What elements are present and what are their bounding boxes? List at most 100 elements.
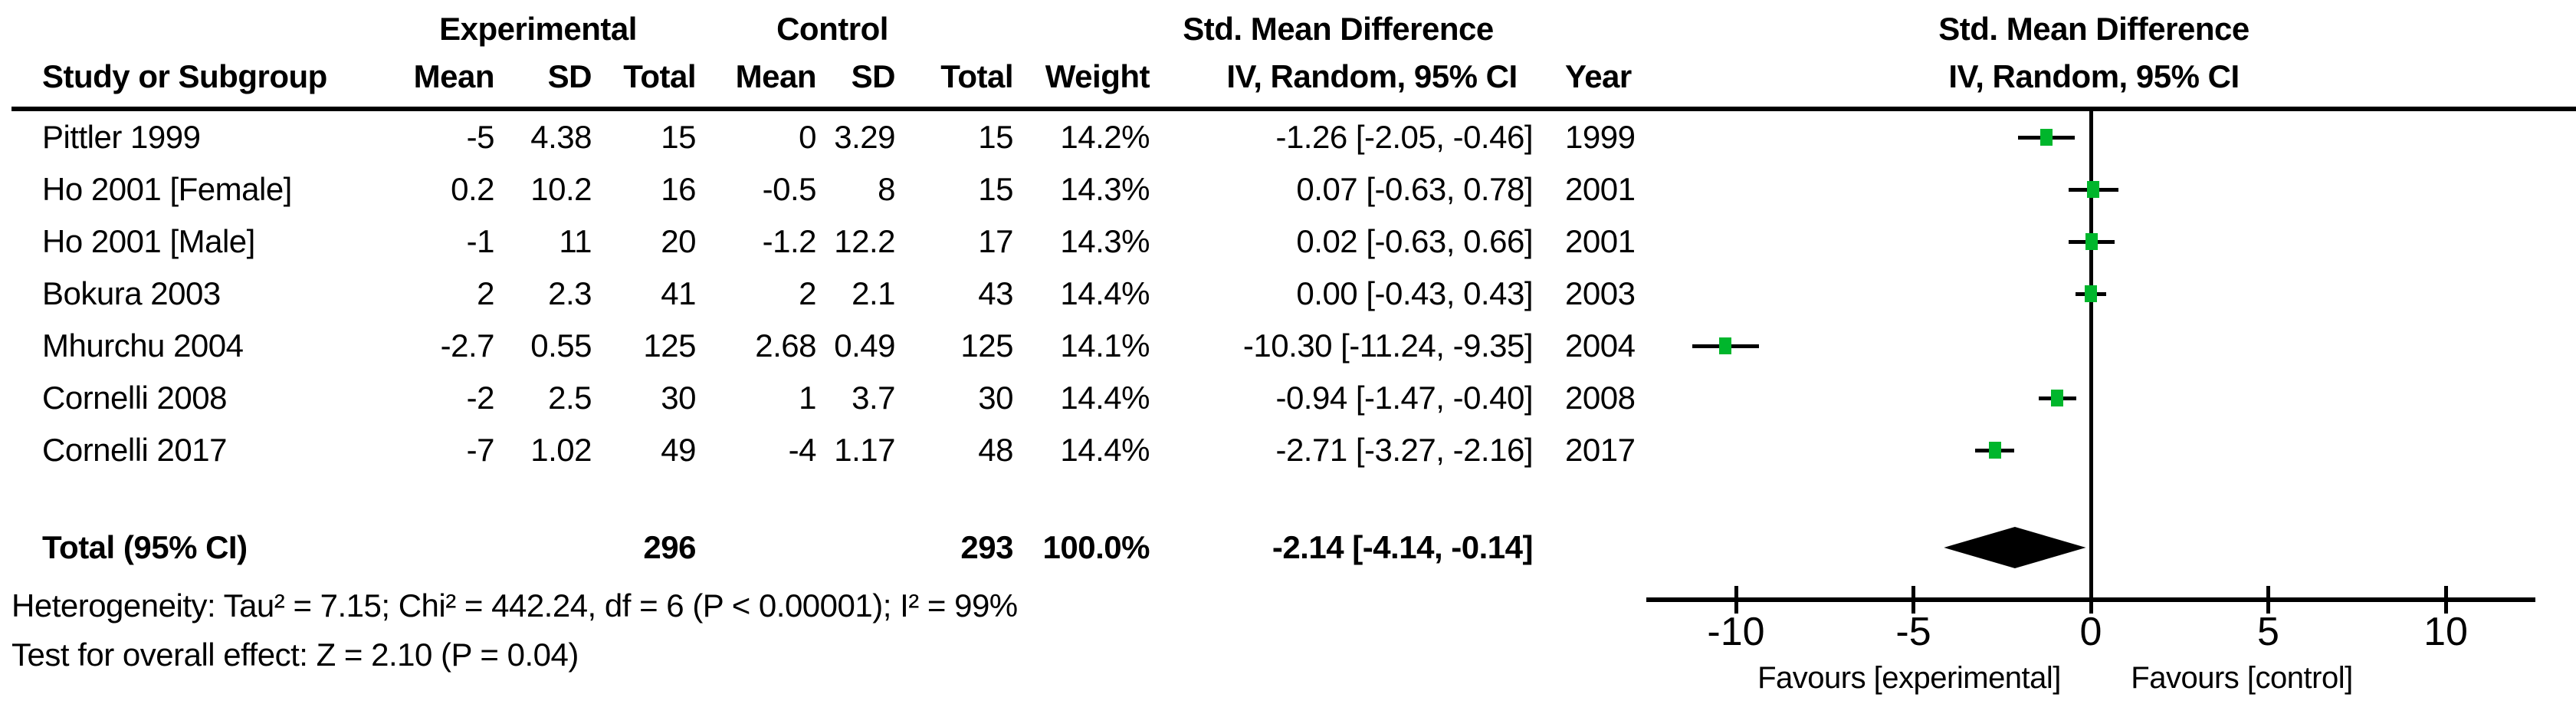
year: 2004 xyxy=(1565,327,1636,364)
exp-sd: 2.5 xyxy=(548,380,592,416)
x-axis-tick-label: 5 xyxy=(2257,610,2279,654)
col-header-study: Study or Subgroup xyxy=(42,58,327,94)
ctrl-sd: 3.29 xyxy=(834,119,895,155)
ci-text: -0.94 [-1.47, -0.40] xyxy=(1275,380,1533,416)
point-estimate-square xyxy=(2039,129,2053,146)
weight: 14.3% xyxy=(1060,171,1150,207)
point-estimate-square xyxy=(2085,233,2098,250)
ctrl-sd: 1.17 xyxy=(834,432,895,468)
exp-sd: 0.55 xyxy=(530,327,592,364)
col-header-year: Year xyxy=(1565,58,1632,94)
study-name: Pittler 1999 xyxy=(42,119,201,155)
point-estimate-square xyxy=(1988,442,2001,459)
exp-mean: 2 xyxy=(477,275,494,311)
ctrl-mean: -0.5 xyxy=(762,171,817,207)
year: 2001 xyxy=(1565,223,1636,259)
ci-text: -10.30 [-11.24, -9.35] xyxy=(1242,327,1534,364)
ci-text: 0.07 [-0.63, 0.78] xyxy=(1296,171,1533,207)
exp-total: 125 xyxy=(643,327,696,364)
ctrl-mean: 1 xyxy=(799,380,816,416)
x-axis-tick-label: -5 xyxy=(1895,610,1931,654)
exp-total: 30 xyxy=(661,380,696,416)
point-estimate-square xyxy=(2051,390,2064,406)
favours-right-label: Favours [control] xyxy=(2131,661,2353,695)
year: 2017 xyxy=(1565,432,1636,468)
exp-sd: 11 xyxy=(559,223,592,259)
ctrl-mean: -1.2 xyxy=(762,223,817,259)
exp-sd: 10.2 xyxy=(530,171,592,207)
year: 1999 xyxy=(1565,119,1636,155)
exp-total: 20 xyxy=(661,223,696,259)
x-axis-tick-label: 0 xyxy=(2079,610,2102,654)
weight: 14.4% xyxy=(1060,432,1150,468)
ctrl-total: 15 xyxy=(978,119,1013,155)
exp-mean: -2 xyxy=(466,380,495,416)
year: 2001 xyxy=(1565,171,1636,207)
study-name: Cornelli 2017 xyxy=(42,432,228,468)
ctrl-mean: 2 xyxy=(799,275,816,311)
plot-effect-subtitle: IV, Random, 95% CI xyxy=(1948,58,2240,94)
x-axis-tick-label: 10 xyxy=(2423,610,2468,654)
ctrl-sd: 8 xyxy=(878,171,895,207)
exp-total: 16 xyxy=(661,171,696,207)
col-header-ctrl-total: Total xyxy=(940,58,1013,94)
zero-line xyxy=(2089,111,2093,597)
ci-text: 0.00 [-0.43, 0.43] xyxy=(1296,275,1533,311)
ctrl-total: 30 xyxy=(978,380,1013,416)
ci-text: -1.26 [-2.05, -0.46] xyxy=(1275,119,1533,155)
study-name: Bokura 2003 xyxy=(42,275,221,311)
point-estimate-square xyxy=(2087,181,2100,198)
ctrl-total: 125 xyxy=(960,327,1013,364)
col-header-exp-mean: Mean xyxy=(413,58,495,94)
total-diamond xyxy=(1944,527,2086,568)
year: 2003 xyxy=(1565,275,1636,311)
col-header-exp-sd: SD xyxy=(547,58,592,94)
exp-mean: -2.7 xyxy=(440,327,495,364)
exp-mean: -7 xyxy=(466,432,495,468)
ctrl-total: 15 xyxy=(978,171,1013,207)
ctrl-sd: 12.2 xyxy=(834,223,895,259)
x-axis-tick xyxy=(2443,586,2448,614)
weight: 14.4% xyxy=(1060,275,1150,311)
year: 2008 xyxy=(1565,380,1636,416)
x-axis-tick xyxy=(1734,586,1738,614)
total-exp-total: 296 xyxy=(643,529,696,565)
col-header-ctrl-sd: SD xyxy=(851,58,896,94)
exp-total: 41 xyxy=(661,275,696,311)
header-control: Control xyxy=(776,11,888,47)
exp-total: 15 xyxy=(661,119,696,155)
study-name: Mhurchu 2004 xyxy=(42,327,244,364)
weight: 14.1% xyxy=(1060,327,1150,364)
header-separator-line xyxy=(11,107,2576,111)
col-header-weight: Weight xyxy=(1045,58,1150,94)
study-name: Ho 2001 [Male] xyxy=(42,223,255,259)
x-axis-tick-label: -10 xyxy=(1707,610,1765,654)
ctrl-mean: -4 xyxy=(788,432,817,468)
exp-mean: -5 xyxy=(466,119,495,155)
heterogeneity-text: Heterogeneity: Tau² = 7.15; Chi² = 442.2… xyxy=(11,587,1018,624)
favours-left-label: Favours [experimental] xyxy=(1757,661,2061,695)
ctrl-sd: 0.49 xyxy=(834,327,895,364)
x-axis-tick xyxy=(2266,586,2270,614)
point-estimate-square xyxy=(1719,337,1732,354)
ctrl-total: 48 xyxy=(978,432,1013,468)
x-axis-tick xyxy=(2089,586,2093,614)
total-ctrl-total: 293 xyxy=(960,529,1013,565)
col-header-ctrl-mean: Mean xyxy=(735,58,817,94)
total-label: Total (95% CI) xyxy=(42,529,248,565)
ctrl-sd: 2.1 xyxy=(852,275,895,311)
ctrl-sd: 3.7 xyxy=(852,380,895,416)
weight: 14.2% xyxy=(1060,119,1150,155)
col-header-exp-total: Total xyxy=(623,58,696,94)
exp-sd: 4.38 xyxy=(530,119,592,155)
total-ci-text: -2.14 [-4.14, -0.14] xyxy=(1272,529,1534,565)
x-axis-tick xyxy=(1911,586,1915,614)
weight: 14.3% xyxy=(1060,223,1150,259)
exp-mean: 0.2 xyxy=(451,171,494,207)
exp-sd: 1.02 xyxy=(530,432,592,468)
ctrl-mean: 0 xyxy=(799,119,816,155)
point-estimate-square xyxy=(2085,285,2097,302)
exp-sd: 2.3 xyxy=(548,275,592,311)
study-name: Cornelli 2008 xyxy=(42,380,228,416)
